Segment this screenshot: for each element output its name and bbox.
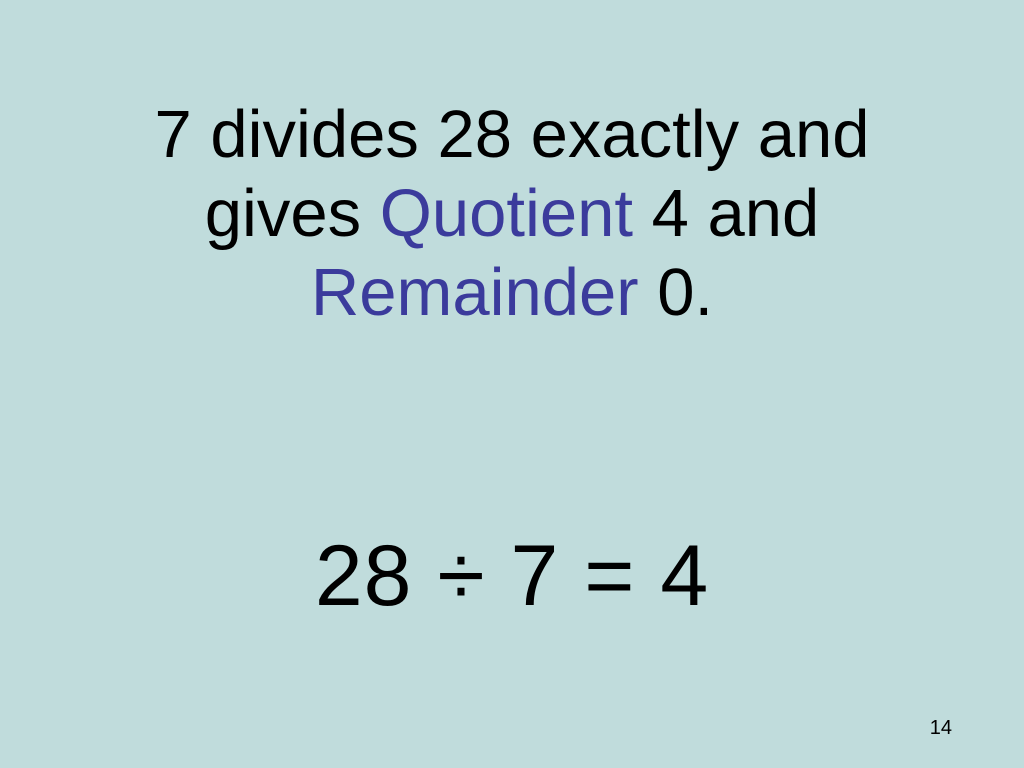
quotient-highlight: Quotient (380, 176, 633, 251)
equation-text: 28 ÷ 7 = 4 (0, 527, 1024, 626)
text-line-3: Remainder 0. (0, 253, 1024, 332)
text-line-1: 7 divides 28 exactly and (0, 95, 1024, 174)
line1-text: 7 divides 28 exactly and (154, 97, 869, 172)
line2-prefix: gives (205, 176, 380, 251)
main-text-block: 7 divides 28 exactly and gives Quotient … (0, 95, 1024, 332)
slide-content: 7 divides 28 exactly and gives Quotient … (0, 0, 1024, 626)
remainder-highlight: Remainder (311, 255, 639, 330)
line3-suffix: 0. (639, 255, 714, 330)
text-line-2: gives Quotient 4 and (0, 174, 1024, 253)
line2-suffix: 4 and (633, 176, 819, 251)
page-number: 14 (930, 717, 952, 740)
